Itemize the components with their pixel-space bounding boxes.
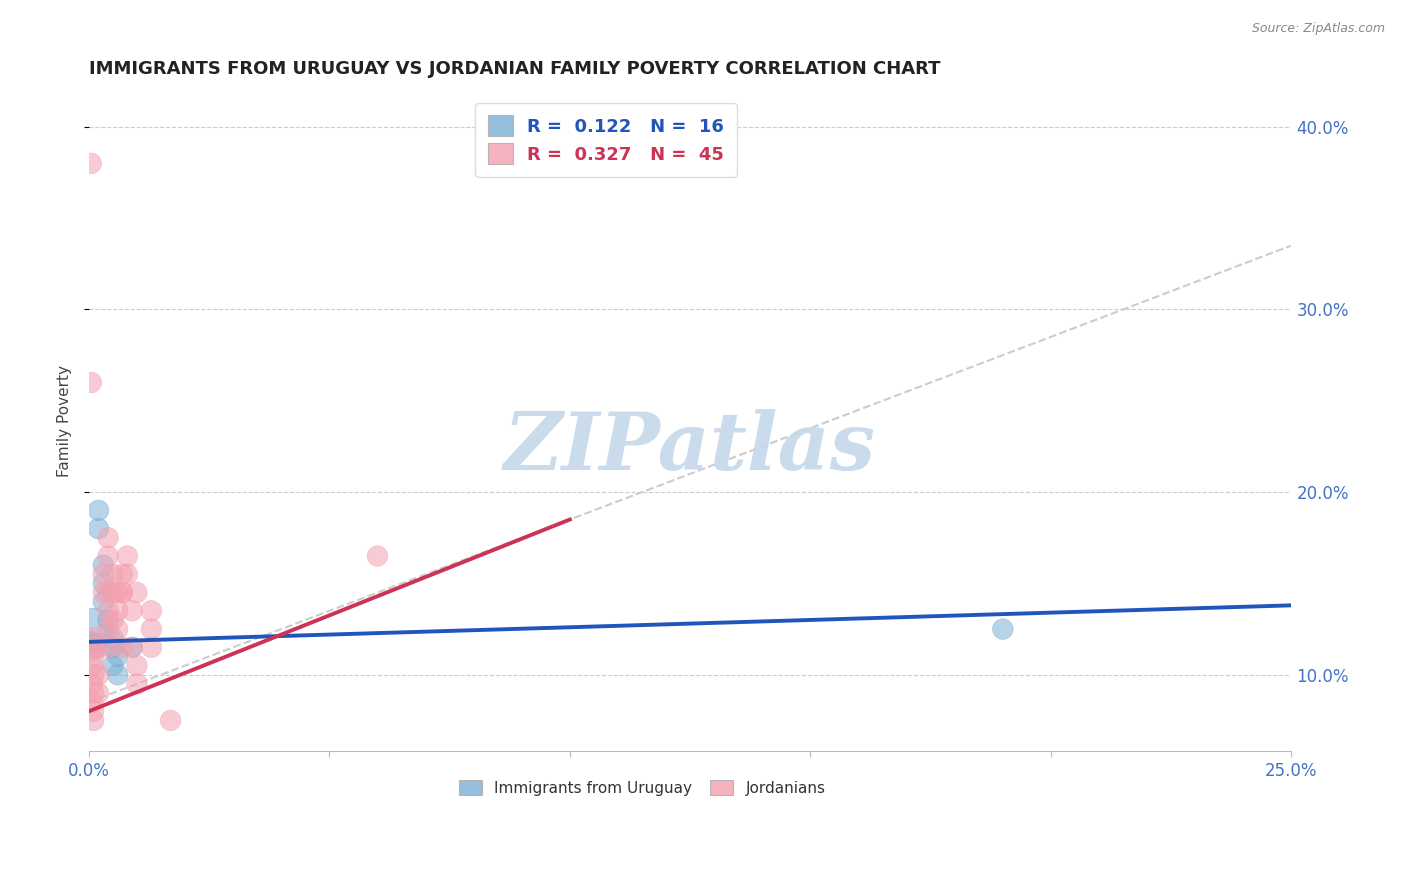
Point: [83, 714, 105, 728]
Point: [125, 585, 148, 599]
Point: [80, 635, 103, 649]
Point: [87, 503, 110, 517]
Point: [111, 585, 134, 599]
Point: [91, 595, 114, 609]
Point: [991, 622, 1014, 636]
Point: [82, 640, 104, 655]
Point: [107, 649, 129, 664]
Y-axis label: Family Poverty: Family Poverty: [58, 365, 72, 477]
Text: Source: ZipAtlas.com: Source: ZipAtlas.com: [1251, 22, 1385, 36]
Point: [101, 640, 124, 655]
Point: [141, 640, 163, 655]
Point: [107, 604, 129, 618]
Point: [111, 585, 134, 599]
Point: [111, 640, 134, 655]
Point: [87, 640, 110, 655]
Point: [87, 522, 110, 536]
Point: [159, 714, 181, 728]
Point: [101, 585, 124, 599]
Point: [107, 622, 129, 636]
Point: [101, 567, 124, 582]
Point: [83, 686, 105, 700]
Point: [82, 658, 104, 673]
Point: [80, 376, 103, 390]
Point: [125, 658, 148, 673]
Point: [117, 549, 139, 563]
Point: [107, 667, 129, 681]
Point: [80, 156, 103, 170]
Point: [121, 604, 143, 618]
Point: [87, 686, 110, 700]
Text: ZIPatlas: ZIPatlas: [505, 409, 876, 486]
Point: [91, 558, 114, 573]
Point: [83, 631, 105, 645]
Point: [97, 622, 120, 636]
Point: [83, 704, 105, 718]
Point: [101, 658, 124, 673]
Point: [97, 640, 120, 655]
Point: [107, 585, 129, 599]
Point: [82, 695, 104, 709]
Point: [111, 567, 134, 582]
Point: [141, 622, 163, 636]
Point: [83, 667, 105, 681]
Point: [91, 585, 114, 599]
Legend: Immigrants from Uruguay, Jordanians: Immigrants from Uruguay, Jordanians: [451, 772, 832, 804]
Point: [82, 640, 104, 655]
Point: [101, 631, 124, 645]
Point: [97, 613, 120, 627]
Point: [121, 640, 143, 655]
Point: [87, 667, 110, 681]
Point: [82, 622, 104, 636]
Point: [97, 585, 120, 599]
Point: [117, 567, 139, 582]
Point: [141, 604, 163, 618]
Point: [97, 531, 120, 545]
Point: [366, 549, 388, 563]
Point: [125, 677, 148, 691]
Point: [97, 549, 120, 563]
Text: IMMIGRANTS FROM URUGUAY VS JORDANIAN FAMILY POVERTY CORRELATION CHART: IMMIGRANTS FROM URUGUAY VS JORDANIAN FAM…: [89, 60, 941, 78]
Point: [91, 576, 114, 591]
Point: [83, 649, 105, 664]
Point: [101, 613, 124, 627]
Point: [97, 604, 120, 618]
Point: [121, 640, 143, 655]
Point: [82, 677, 104, 691]
Point: [91, 567, 114, 582]
